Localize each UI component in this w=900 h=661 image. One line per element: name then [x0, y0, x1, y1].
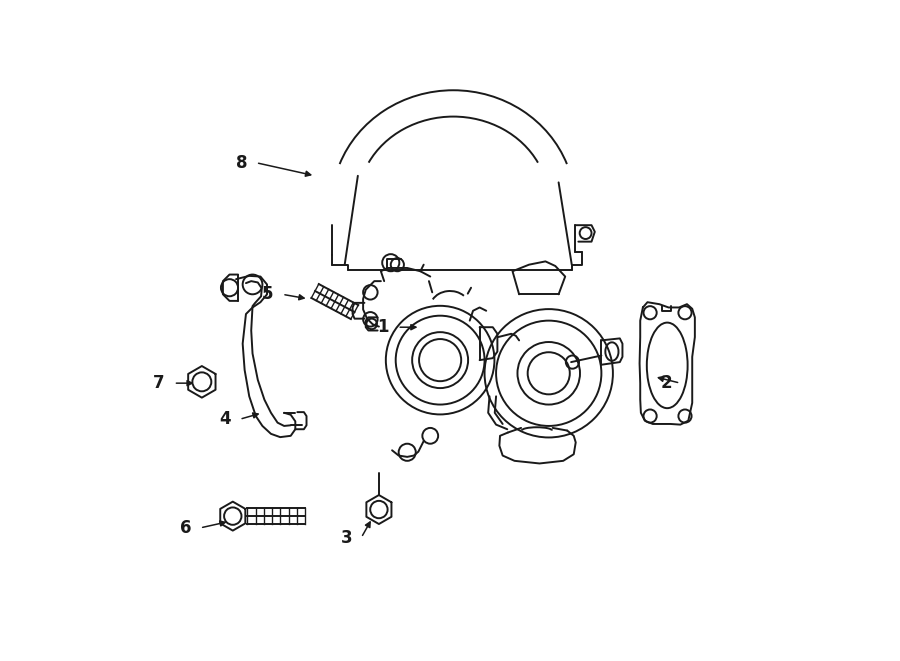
Text: 2: 2 [661, 374, 671, 392]
Text: 4: 4 [220, 410, 230, 428]
Text: 7: 7 [153, 374, 165, 392]
Text: 8: 8 [236, 153, 248, 172]
Text: 1: 1 [377, 318, 389, 336]
Text: 6: 6 [180, 519, 192, 537]
Text: 5: 5 [262, 286, 274, 303]
Text: 3: 3 [341, 529, 353, 547]
